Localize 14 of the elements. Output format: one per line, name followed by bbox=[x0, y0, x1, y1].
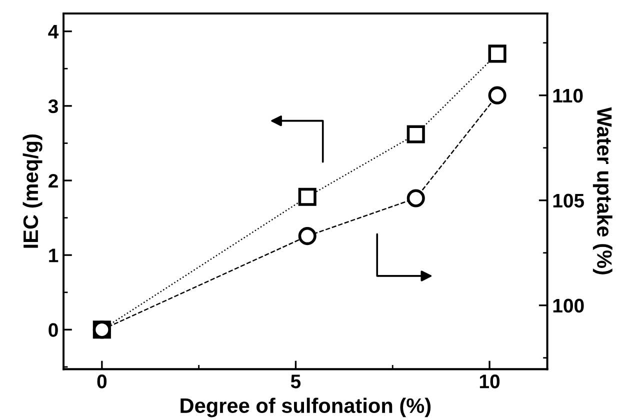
x-axis-title: Degree of sulfonation (%) bbox=[180, 398, 431, 418]
x-tick-label: 0 bbox=[97, 374, 107, 388]
y-tick-label: 2 bbox=[48, 174, 58, 188]
y2-tick-label: 100 bbox=[553, 298, 584, 313]
y-tick-label: 4 bbox=[48, 25, 59, 38]
x-tick-label: 10 bbox=[480, 374, 500, 388]
y2-tick-label: 105 bbox=[553, 194, 584, 208]
y2-tick-label: 110 bbox=[553, 88, 583, 103]
y-tick-label: 0 bbox=[48, 323, 58, 337]
x-tick-label: 5 bbox=[290, 374, 301, 388]
y2-axis-title: Water uptake (%) bbox=[592, 107, 612, 274]
y-tick-label: 3 bbox=[48, 99, 58, 114]
y-tick-label: 1 bbox=[49, 248, 58, 262]
y-axis-title: IEC (meq/g) bbox=[22, 134, 42, 248]
